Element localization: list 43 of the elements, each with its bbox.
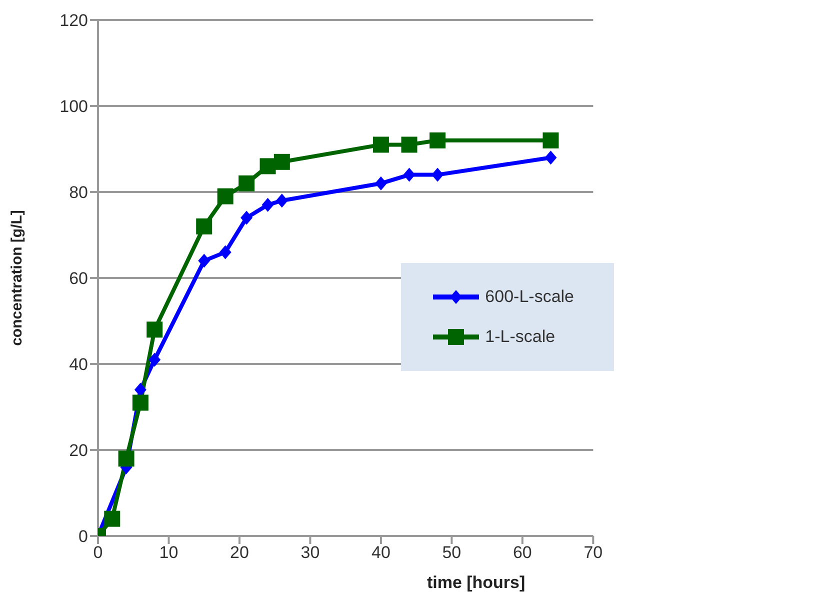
point bbox=[401, 136, 418, 153]
y-axis-title: concentration [g/L] bbox=[8, 210, 26, 346]
x-tick-label: 30 bbox=[300, 543, 320, 562]
point bbox=[372, 136, 389, 153]
point bbox=[146, 322, 163, 338]
x-tick-label: 60 bbox=[512, 543, 532, 562]
point bbox=[196, 218, 212, 234]
point bbox=[132, 394, 148, 411]
point bbox=[260, 158, 276, 174]
y-tick-label: 40 bbox=[69, 355, 88, 374]
point bbox=[134, 382, 146, 397]
point bbox=[403, 168, 416, 182]
point bbox=[276, 194, 288, 208]
point bbox=[262, 198, 274, 212]
legend-label: 1-L-scale bbox=[485, 327, 556, 347]
point bbox=[198, 254, 210, 268]
point bbox=[238, 175, 255, 192]
point bbox=[542, 132, 559, 148]
point bbox=[148, 352, 161, 367]
point bbox=[240, 210, 253, 225]
point bbox=[544, 150, 557, 165]
x-tick-label: 0 bbox=[93, 543, 103, 562]
x-tick-label: 50 bbox=[442, 543, 462, 562]
y-tick-label: 100 bbox=[60, 97, 88, 116]
point bbox=[118, 450, 134, 467]
y-tick-label: 20 bbox=[69, 441, 88, 460]
point bbox=[219, 245, 232, 260]
y-tick-label: 80 bbox=[69, 183, 88, 202]
x-tick-label: 70 bbox=[584, 543, 603, 562]
legend-label: 600-L-scale bbox=[485, 287, 574, 307]
y-tick-label: 120 bbox=[60, 11, 88, 30]
y-tick-label: 60 bbox=[69, 269, 88, 288]
point bbox=[374, 176, 387, 190]
point bbox=[217, 188, 234, 204]
point bbox=[274, 154, 290, 170]
point bbox=[432, 168, 444, 182]
x-axis-title: time [hours] bbox=[426, 573, 526, 592]
x-tick-label: 20 bbox=[230, 543, 249, 562]
point bbox=[430, 132, 446, 148]
x-tick-label: 40 bbox=[371, 543, 390, 562]
x-tick-label: 10 bbox=[159, 543, 178, 562]
y-tick-label: 0 bbox=[78, 527, 88, 546]
point bbox=[104, 510, 120, 527]
